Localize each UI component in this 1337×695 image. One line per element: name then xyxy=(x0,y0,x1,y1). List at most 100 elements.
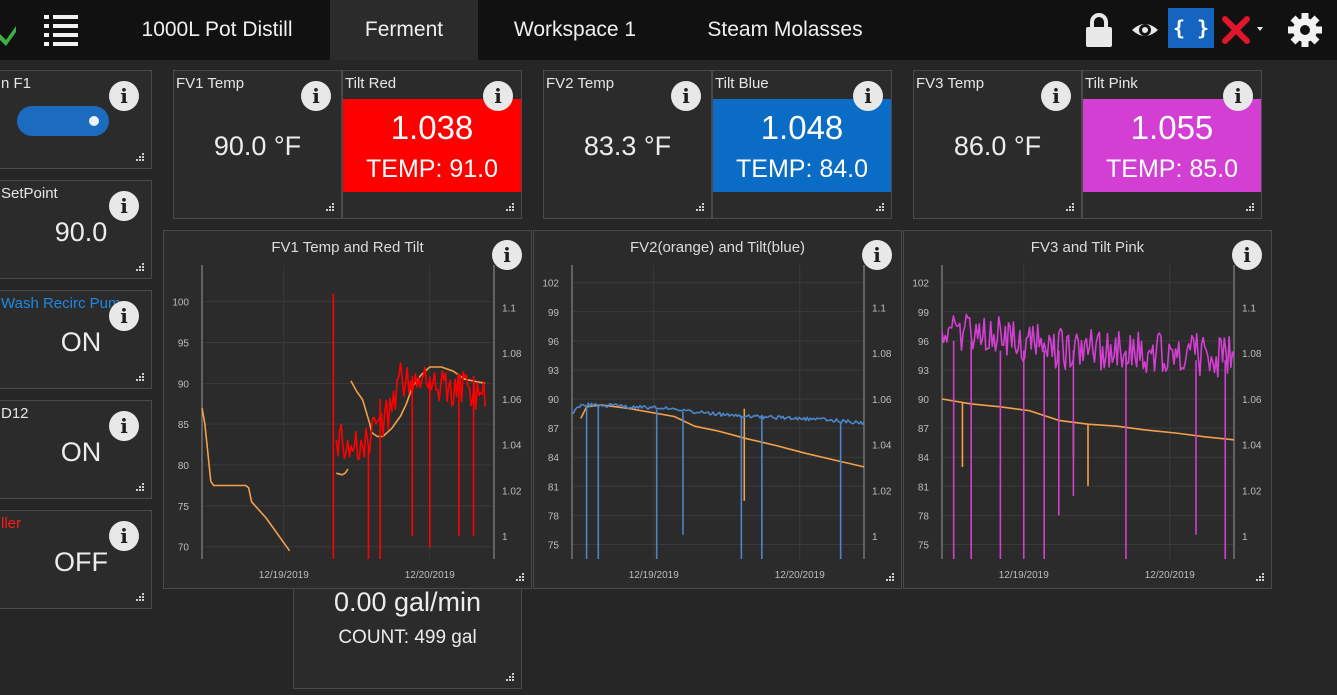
settings-icon[interactable] xyxy=(1285,10,1325,50)
tab-steam-molasses[interactable]: Steam Molasses xyxy=(707,18,863,41)
close-icon[interactable] xyxy=(1222,10,1268,50)
y-left-tick-label: 75 xyxy=(178,502,190,513)
fv2-temp-value: 83.3 °F xyxy=(583,131,672,161)
pump-state[interactable]: ON xyxy=(60,327,102,357)
info-icon[interactable]: i xyxy=(1223,81,1253,111)
info-icon[interactable]: i xyxy=(853,81,883,111)
eye-icon[interactable] xyxy=(1130,10,1160,50)
resize-handle-icon[interactable] xyxy=(876,203,885,212)
tilt-red-gravity: 1.038 xyxy=(390,109,474,146)
y-left-tick-label: 99 xyxy=(918,308,930,319)
widget-tilt-pink: Tilt Pink i 1.055 TEMP: 85.0 xyxy=(1082,70,1262,219)
resize-handle-icon[interactable] xyxy=(1066,203,1075,212)
resize-handle-icon[interactable] xyxy=(136,373,145,382)
x-tick-label: 12/20/2019 xyxy=(1145,570,1195,581)
tab-workspace-1[interactable]: Workspace 1 xyxy=(513,18,637,41)
setpoint-value[interactable]: 90.0 xyxy=(54,217,108,247)
controller-state[interactable]: OFF xyxy=(54,547,108,577)
y-right-tick-label: 1.04 xyxy=(502,441,522,452)
code-icon[interactable]: { } xyxy=(1168,8,1214,48)
widget-title: SetPoint xyxy=(1,185,58,202)
widget-toggle-f1: n F1 i xyxy=(0,70,152,169)
resize-handle-icon[interactable] xyxy=(136,483,145,492)
resize-handle-icon[interactable] xyxy=(506,673,515,682)
tilt-red-fill xyxy=(343,99,521,192)
resize-handle-icon[interactable] xyxy=(886,573,895,582)
tab-ferment[interactable]: Ferment xyxy=(330,0,478,60)
widget-fv1-temp: FV1 Temp i 90.0 °F xyxy=(173,70,342,219)
top-toolbar: 1000L Pot Distill Ferment Workspace 1 St… xyxy=(0,0,1337,60)
menu-icon[interactable] xyxy=(44,14,78,46)
chart-plot[interactable]: 100 95 90 85 80 75 70 1.1 1.08 1.06 1.04 1.02 1 12/19… xyxy=(164,231,533,590)
x-tick-label: 12/19/2019 xyxy=(629,570,679,581)
chart-fv1: FV1 Temp and Red Tilt i 100 95 90 85 80 75 70 1… xyxy=(163,230,532,589)
info-icon[interactable]: i xyxy=(671,81,701,111)
resize-handle-icon[interactable] xyxy=(136,263,145,272)
widget-title: n F1 xyxy=(1,75,32,92)
chart-title: FV2(orange) and Tilt(blue) xyxy=(629,239,806,256)
y-left-tick-label: 84 xyxy=(548,453,560,464)
info-icon[interactable]: i xyxy=(109,81,139,111)
widget-title: FV3 Temp xyxy=(916,75,985,92)
toggle-switch[interactable] xyxy=(17,106,109,136)
lock-icon[interactable] xyxy=(1084,10,1114,50)
widget-controller: ller i OFF xyxy=(0,510,152,609)
resize-handle-icon[interactable] xyxy=(326,203,335,212)
flow-count: COUNT: 499 gal xyxy=(338,627,477,648)
resize-handle-icon[interactable] xyxy=(506,203,515,212)
x-tick-label: 12/20/2019 xyxy=(405,570,455,581)
tilt-blue-fill xyxy=(713,99,891,192)
chart-plot[interactable]: 102 99 96 93 90 87 84 81 78 75 1.1 1.08 1.06 1.04 1.02… xyxy=(904,231,1273,590)
y-left-tick-label: 75 xyxy=(548,540,560,551)
series-line-0 xyxy=(201,366,486,552)
y-right-tick-label: 1 xyxy=(872,532,878,543)
y-left-tick-label: 85 xyxy=(178,420,190,431)
resize-handle-icon[interactable] xyxy=(696,203,705,212)
info-icon[interactable]: i xyxy=(483,81,513,111)
y-left-tick-label: 75 xyxy=(918,540,930,551)
info-icon[interactable]: i xyxy=(109,191,139,221)
x-tick-label: 12/19/2019 xyxy=(999,570,1049,581)
resize-handle-icon[interactable] xyxy=(136,593,145,602)
info-icon[interactable]: i xyxy=(1041,81,1071,111)
resize-handle-icon[interactable] xyxy=(136,153,145,162)
d12-state[interactable]: ON xyxy=(60,437,102,467)
info-icon[interactable]: i xyxy=(1232,240,1262,270)
widget-fv2-temp: FV2 Temp i 83.3 °F xyxy=(543,70,712,219)
tilt-pink-temp: TEMP: 85.0 xyxy=(1106,155,1238,183)
info-icon[interactable]: i xyxy=(109,301,139,331)
y-left-tick-label: 80 xyxy=(178,461,190,472)
y-right-tick-label: 1.08 xyxy=(502,349,522,360)
info-icon[interactable]: i xyxy=(301,81,331,111)
widget-tilt-red: Tilt Red i 1.038 TEMP: 91.0 xyxy=(342,70,522,219)
chart-plot[interactable]: 102 99 96 93 90 87 84 81 78 75 1.1 1.08 1.06 1.04 1.02… xyxy=(534,231,903,590)
info-icon[interactable]: i xyxy=(109,521,139,551)
widget-setpoint: SetPoint i 90.0 xyxy=(0,180,152,279)
y-left-tick-label: 90 xyxy=(178,379,190,390)
y-left-tick-label: 78 xyxy=(548,511,560,522)
check-icon[interactable] xyxy=(0,16,16,46)
series-line-1 xyxy=(571,402,865,425)
widget-fv3-temp: FV3 Temp i 86.0 °F xyxy=(913,70,1082,219)
y-left-tick-label: 87 xyxy=(548,424,560,435)
widget-title: D12 xyxy=(1,405,29,422)
y-right-tick-label: 1.08 xyxy=(872,349,892,360)
info-icon[interactable]: i xyxy=(492,240,522,270)
widget-title: Tilt Pink xyxy=(1085,75,1138,92)
info-icon[interactable]: i xyxy=(109,411,139,441)
fv1-temp-value: 90.0 °F xyxy=(213,131,302,161)
resize-handle-icon[interactable] xyxy=(1256,573,1265,582)
y-right-tick-label: 1.02 xyxy=(872,486,892,497)
resize-handle-icon[interactable] xyxy=(1246,203,1255,212)
y-right-tick-label: 1.02 xyxy=(502,486,522,497)
y-right-tick-label: 1.06 xyxy=(1242,395,1262,406)
y-left-tick-label: 87 xyxy=(918,424,930,435)
widget-tilt-blue: Tilt Blue i 1.048 TEMP: 84.0 xyxy=(712,70,892,219)
series-line-1 xyxy=(941,313,1235,378)
y-right-tick-label: 1.06 xyxy=(502,395,522,406)
info-icon[interactable]: i xyxy=(862,240,892,270)
tab-1000l-pot-distill[interactable]: 1000L Pot Distill xyxy=(141,18,293,41)
x-tick-label: 12/20/2019 xyxy=(775,570,825,581)
widget-title: Tilt Red xyxy=(345,75,397,92)
resize-handle-icon[interactable] xyxy=(516,573,525,582)
